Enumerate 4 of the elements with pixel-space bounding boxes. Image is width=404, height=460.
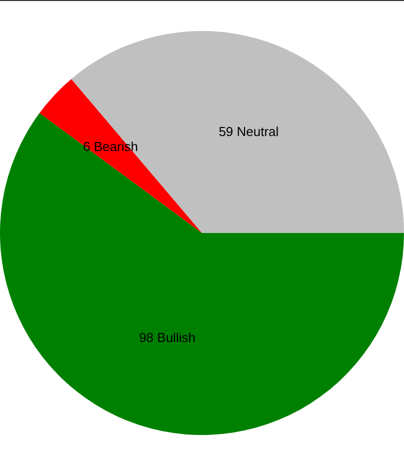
slice-label: Neutral: [236, 124, 279, 139]
data-label: 98: [139, 330, 154, 346]
data-label: 59: [218, 124, 234, 139]
slice-label: Bullish: [157, 330, 196, 346]
